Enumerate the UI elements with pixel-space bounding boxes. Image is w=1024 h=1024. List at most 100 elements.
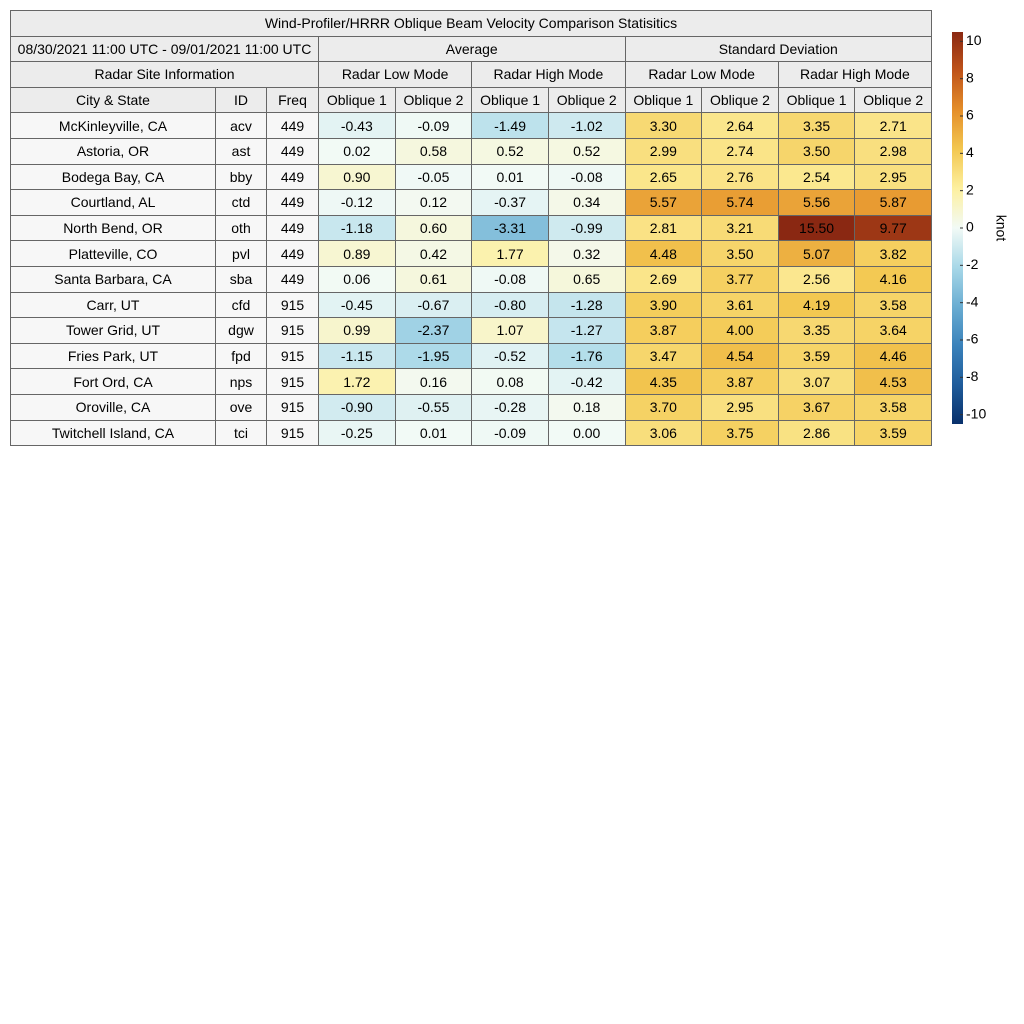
table-title: Wind-Profiler/HRRR Oblique Beam Velocity… [10, 10, 932, 37]
value-cell: 1.72 [318, 368, 396, 395]
value-cell: 0.01 [471, 163, 549, 191]
table-row: Santa Barbara, CA sba 449 0.06 0.61 -0.08 0.65… [10, 265, 932, 293]
value-cell: 4.19 [777, 291, 856, 319]
column-header: Oblique 2 [701, 86, 779, 114]
mode-header: Radar Low Mode [624, 61, 779, 88]
colorbar-tick-label: 8 [966, 69, 974, 85]
value-cell: 4.46 [854, 342, 932, 370]
value-cell: 2.76 [701, 163, 779, 191]
value-cell: -1.95 [394, 342, 473, 370]
value-cell: -1.28 [547, 291, 626, 319]
table-row: Courtland, AL ctd 449 -0.12 0.12 -0.37 0.34 5.5… [10, 189, 932, 216]
table-row: 08/30/2021 11:00 UTC - 09/01/2021 11:00 … [10, 35, 932, 63]
value-cell: -0.25 [318, 419, 396, 447]
site-cell: 449 [266, 189, 319, 216]
site-cell: oth [215, 214, 267, 242]
value-cell: -0.09 [471, 419, 549, 447]
site-cell: 915 [266, 291, 319, 319]
value-cell: 3.87 [624, 317, 703, 344]
value-cell: 2.54 [777, 163, 856, 191]
table-row: Oroville, CA ove 915 -0.90 -0.55 -0.28 0.18 3.7… [10, 393, 932, 421]
table-row: Wind-Profiler/HRRR Oblique Beam Velocity… [10, 10, 932, 37]
colorbar-label: knot [993, 215, 1009, 242]
value-cell: 0.02 [318, 137, 396, 165]
table-row: City & State ID Freq Oblique 1 Oblique 2 Obli… [10, 86, 932, 114]
value-cell: 0.42 [394, 240, 473, 267]
table-row: Tower Grid, UT dgw 915 0.99 -2.37 1.07 -1.27 3.… [10, 317, 932, 344]
table-row: Carr, UT cfd 915 -0.45 -0.67 -0.80 -1.28 3.90 3.… [10, 291, 932, 319]
value-cell: 3.35 [777, 317, 856, 344]
column-header: Oblique 1 [624, 86, 703, 114]
site-cell: ove [215, 393, 267, 421]
site-cell: 449 [266, 137, 319, 165]
column-header: Oblique 1 [777, 86, 856, 114]
value-cell: 0.52 [471, 137, 549, 165]
table-row: Radar Site Information Radar Low Mode Rada… [10, 61, 933, 88]
site-cell: 449 [266, 214, 319, 242]
value-cell: -1.18 [318, 214, 396, 242]
value-cell: 3.06 [624, 419, 703, 447]
table-row: Fort Ord, CA nps 915 1.72 0.16 0.08 -0.42 4.35 3… [10, 368, 932, 395]
value-cell: 2.98 [854, 137, 932, 165]
site-cell: 915 [266, 393, 319, 421]
value-cell: 3.07 [777, 368, 856, 395]
value-cell: -0.08 [547, 163, 626, 191]
value-cell: 3.21 [701, 214, 779, 242]
value-cell: -0.37 [471, 189, 549, 216]
colorbar-fill [952, 32, 963, 424]
value-cell: -1.27 [547, 317, 626, 344]
value-cell: 1.07 [471, 317, 549, 344]
value-cell: 2.65 [624, 163, 703, 191]
column-header: Oblique 2 [547, 86, 626, 114]
table-row: Fries Park, UT fpd 915 -1.15 -1.95 -0.52 -1.76… [10, 342, 932, 370]
table-row: North Bend, OR oth 449 -1.18 0.60 -3.31 -0.99 2… [10, 214, 932, 242]
value-cell: 2.99 [624, 137, 703, 165]
column-header: ID [215, 86, 267, 114]
value-cell: 0.01 [394, 419, 473, 447]
value-cell: 5.74 [701, 189, 779, 216]
site-cell: Carr, UT [10, 291, 216, 319]
site-cell: ctd [215, 189, 267, 216]
mode-header: Radar High Mode [471, 61, 626, 88]
value-cell: 3.58 [854, 291, 932, 319]
value-cell: 0.00 [547, 419, 626, 447]
colorbar-tick-label: 2 [966, 181, 974, 197]
colorbar-tick-label: 6 [966, 107, 974, 123]
column-header: Oblique 1 [471, 86, 549, 114]
value-cell: -0.52 [471, 342, 549, 370]
table-row: McKinleyville, CA acv 449 -0.43 -0.09 -1.49 -1… [10, 112, 932, 139]
value-cell: -0.99 [547, 214, 626, 242]
value-cell: -0.28 [471, 393, 549, 421]
site-cell: 915 [266, 419, 319, 447]
value-cell: -1.76 [547, 342, 626, 370]
column-header: Freq [266, 86, 319, 114]
value-cell: 0.58 [394, 137, 473, 165]
colorbar-tick-label: -4 [966, 293, 979, 309]
value-cell: 4.16 [854, 265, 932, 293]
value-cell: 3.77 [701, 265, 779, 293]
value-cell: -3.31 [471, 214, 549, 242]
value-cell: 0.61 [394, 265, 473, 293]
value-cell: -0.12 [318, 189, 396, 216]
site-header: Radar Site Information [10, 61, 319, 88]
site-cell: 915 [266, 342, 319, 370]
site-cell: cfd [215, 291, 267, 319]
value-cell: 5.07 [777, 240, 856, 267]
value-cell: 2.56 [777, 265, 856, 293]
value-cell: 3.30 [624, 112, 703, 139]
value-cell: 2.95 [701, 393, 779, 421]
value-cell: 3.47 [624, 342, 703, 370]
value-cell: -1.02 [547, 112, 626, 139]
value-cell: 0.90 [318, 163, 396, 191]
group-header: Standard Deviation [624, 35, 932, 63]
value-cell: 0.12 [394, 189, 473, 216]
stats-table: Wind-Profiler/HRRR Oblique Beam Velocity… [10, 10, 933, 447]
value-cell: 1.77 [471, 240, 549, 267]
value-cell: 15.50 [777, 214, 856, 242]
site-cell: 449 [266, 240, 319, 267]
value-cell: 4.53 [854, 368, 932, 395]
site-cell: fpd [215, 342, 267, 370]
value-cell: 0.99 [318, 317, 396, 344]
site-cell: Fries Park, UT [10, 342, 216, 370]
